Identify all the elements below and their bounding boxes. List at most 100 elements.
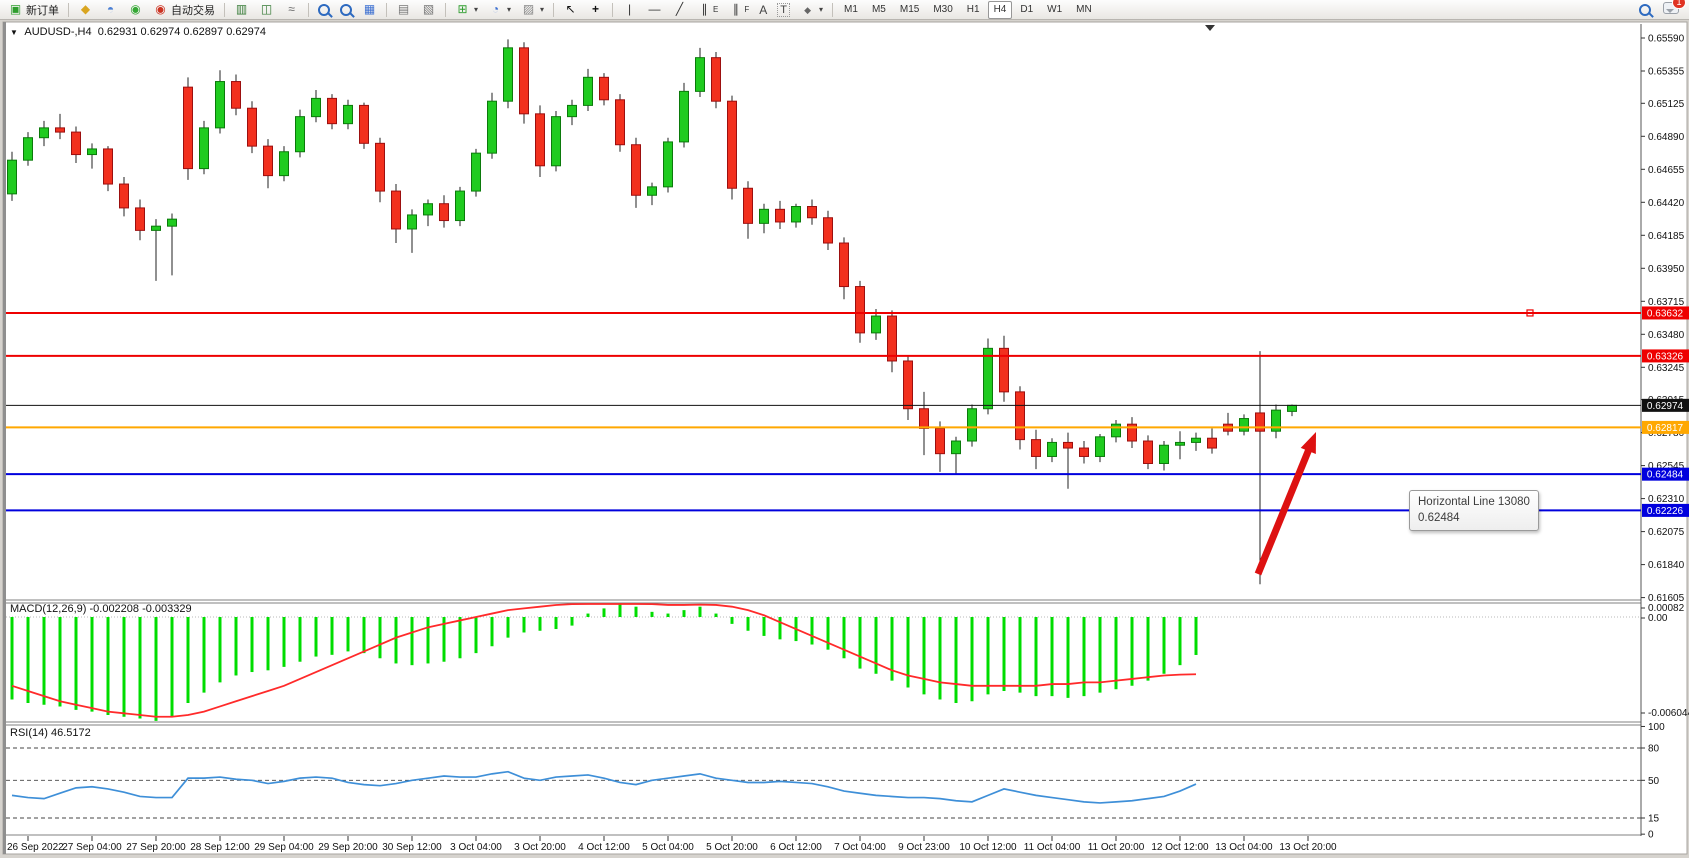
timeframe-mn-button[interactable]: MN <box>1070 1 1098 19</box>
price-badge <box>1642 398 1689 412</box>
candle-body <box>247 107 257 147</box>
crosshair-icon <box>588 2 603 17</box>
rsi-value: 46.5172 <box>50 727 91 739</box>
timeframe-d1-button[interactable]: D1 <box>1014 1 1039 19</box>
timeframe-m30-button[interactable]: M30 <box>927 1 958 19</box>
tooltip-value: 0.62484 <box>1418 512 1460 524</box>
rsi-line <box>11 770 1197 804</box>
candle-body <box>791 206 801 223</box>
chart-canvas[interactable]: 0.65590 0.65355 0.65125 0.64890 0.64655 0.644… <box>0 20 1689 858</box>
tile-windows-button[interactable] <box>358 1 381 19</box>
zoom-out-button[interactable] <box>336 1 356 19</box>
cursor-mode-button[interactable] <box>559 1 582 19</box>
shapes-tool-button[interactable]: ▾ <box>796 1 827 19</box>
zoom-in-button[interactable] <box>314 1 334 19</box>
text-tool-button[interactable]: A <box>755 1 771 19</box>
horizontal-line-tool-button[interactable] <box>643 1 666 19</box>
symbol-ohlc: 0.62931 0.62974 0.62897 0.62974 <box>97 26 266 38</box>
symbol-dropdown-icon[interactable]: ▼ <box>10 28 18 37</box>
candle-body <box>1031 439 1041 457</box>
timeframe-m15-button[interactable]: M15 <box>894 1 925 19</box>
vertical-line-tool-button[interactable] <box>618 1 641 19</box>
chevron-down-icon: ▾ <box>819 5 824 14</box>
svg-text:27 Sep 20:00: 27 Sep 20:00 <box>126 842 186 853</box>
price-lines: 0.63632 0.63326 0.62974 0.62817 0.62484 0.622… <box>6 306 1689 517</box>
templates-button[interactable]: ▾ <box>517 1 548 19</box>
toolbar-right-group: 1 <box>1635 0 1686 19</box>
candle-body <box>167 218 177 227</box>
svg-text:27 Sep 04:00: 27 Sep 04:00 <box>62 842 122 853</box>
chart-area[interactable]: 0.65590 0.65355 0.65125 0.64890 0.64655 0.644… <box>0 20 1689 858</box>
tile-windows-icon <box>362 2 377 17</box>
candle-body <box>1015 391 1025 441</box>
template-icon <box>521 2 536 17</box>
channel-tool-button[interactable]: E <box>693 1 722 19</box>
search-button[interactable] <box>1635 1 1655 19</box>
autotrade-icon <box>153 2 168 17</box>
market-watch-button[interactable] <box>74 1 97 19</box>
candle-body <box>1143 440 1153 464</box>
candle-body <box>647 186 657 196</box>
toolbar-separator <box>612 2 614 17</box>
candle-body <box>215 81 225 129</box>
chart-shift-marker[interactable] <box>1205 25 1215 31</box>
timeframe-w1-button[interactable]: W1 <box>1041 1 1068 19</box>
timeframe-h4-button[interactable]: H4 <box>987 0 1013 19</box>
candle-body <box>87 148 97 156</box>
candle-body <box>375 142 385 192</box>
notifications-button[interactable]: 1 <box>1663 0 1686 19</box>
svg-text:15: 15 <box>1648 814 1660 825</box>
chevron-down-icon: ▾ <box>507 5 512 14</box>
chart-frame <box>2 21 1688 855</box>
candle-body <box>1191 437 1201 443</box>
candle-body <box>279 151 289 177</box>
svg-text:0.62310: 0.62310 <box>1648 494 1685 505</box>
line-anchor-marker <box>1526 309 1534 317</box>
candle-body <box>631 144 641 196</box>
text-label-tool-button[interactable]: T <box>773 1 794 19</box>
svg-text:0.62226: 0.62226 <box>1647 506 1684 517</box>
candle-chart-mode-button[interactable] <box>255 1 278 19</box>
crosshair-mode-button[interactable] <box>584 1 607 19</box>
timeframe-m5-button[interactable]: M5 <box>866 1 892 19</box>
periods-button[interactable]: ▾ <box>484 1 515 19</box>
notification-badge: 1 <box>1671 0 1686 9</box>
fibonacci-tool-button[interactable]: F <box>724 1 753 19</box>
rsi-name: RSI(14) <box>10 727 48 739</box>
text-label-glyph: T <box>777 2 791 17</box>
search-icon <box>1639 3 1651 16</box>
timeframe-h1-button[interactable]: H1 <box>961 1 986 19</box>
candle-body <box>1079 447 1089 457</box>
new-order-button[interactable]: 新订单 <box>4 1 63 19</box>
signals-button[interactable] <box>124 1 147 19</box>
candle-body <box>855 286 865 334</box>
autotrade-button[interactable]: 自动交易 <box>149 1 219 19</box>
data-window-button[interactable] <box>99 1 122 19</box>
candle-body <box>1239 418 1249 432</box>
candle-body <box>423 203 433 216</box>
symbol-info: ▼ AUDUSD-,H4 0.62931 0.62974 0.62897 0.6… <box>10 26 266 38</box>
trendline-tool-button[interactable] <box>668 1 691 19</box>
price-badge <box>1642 420 1689 434</box>
arrow-annotation[interactable] <box>1254 432 1316 576</box>
tooltip-title: Horizontal Line 13080 <box>1418 496 1530 508</box>
add-indicator-button[interactable]: ▾ <box>451 1 482 19</box>
auto-scroll-button[interactable] <box>392 1 415 19</box>
chart-shift-button[interactable] <box>417 1 440 19</box>
object-tooltip: Horizontal Line 13080 0.62484 <box>1409 490 1539 531</box>
price-badge <box>1642 306 1689 320</box>
svg-text:0.62075: 0.62075 <box>1648 527 1685 538</box>
line-chart-mode-button[interactable] <box>280 1 303 19</box>
candle-body <box>951 440 961 455</box>
timeframe-m1-button[interactable]: M1 <box>838 1 864 19</box>
svg-text:0.63632: 0.63632 <box>1647 308 1684 319</box>
auto-scroll-icon <box>396 2 411 17</box>
candle-body <box>1175 441 1185 446</box>
shapes-icon <box>800 2 815 17</box>
line-chart-icon <box>284 2 299 17</box>
toolbar-separator <box>68 2 69 17</box>
bar-chart-mode-button[interactable] <box>230 1 253 19</box>
candle-body <box>967 408 977 442</box>
